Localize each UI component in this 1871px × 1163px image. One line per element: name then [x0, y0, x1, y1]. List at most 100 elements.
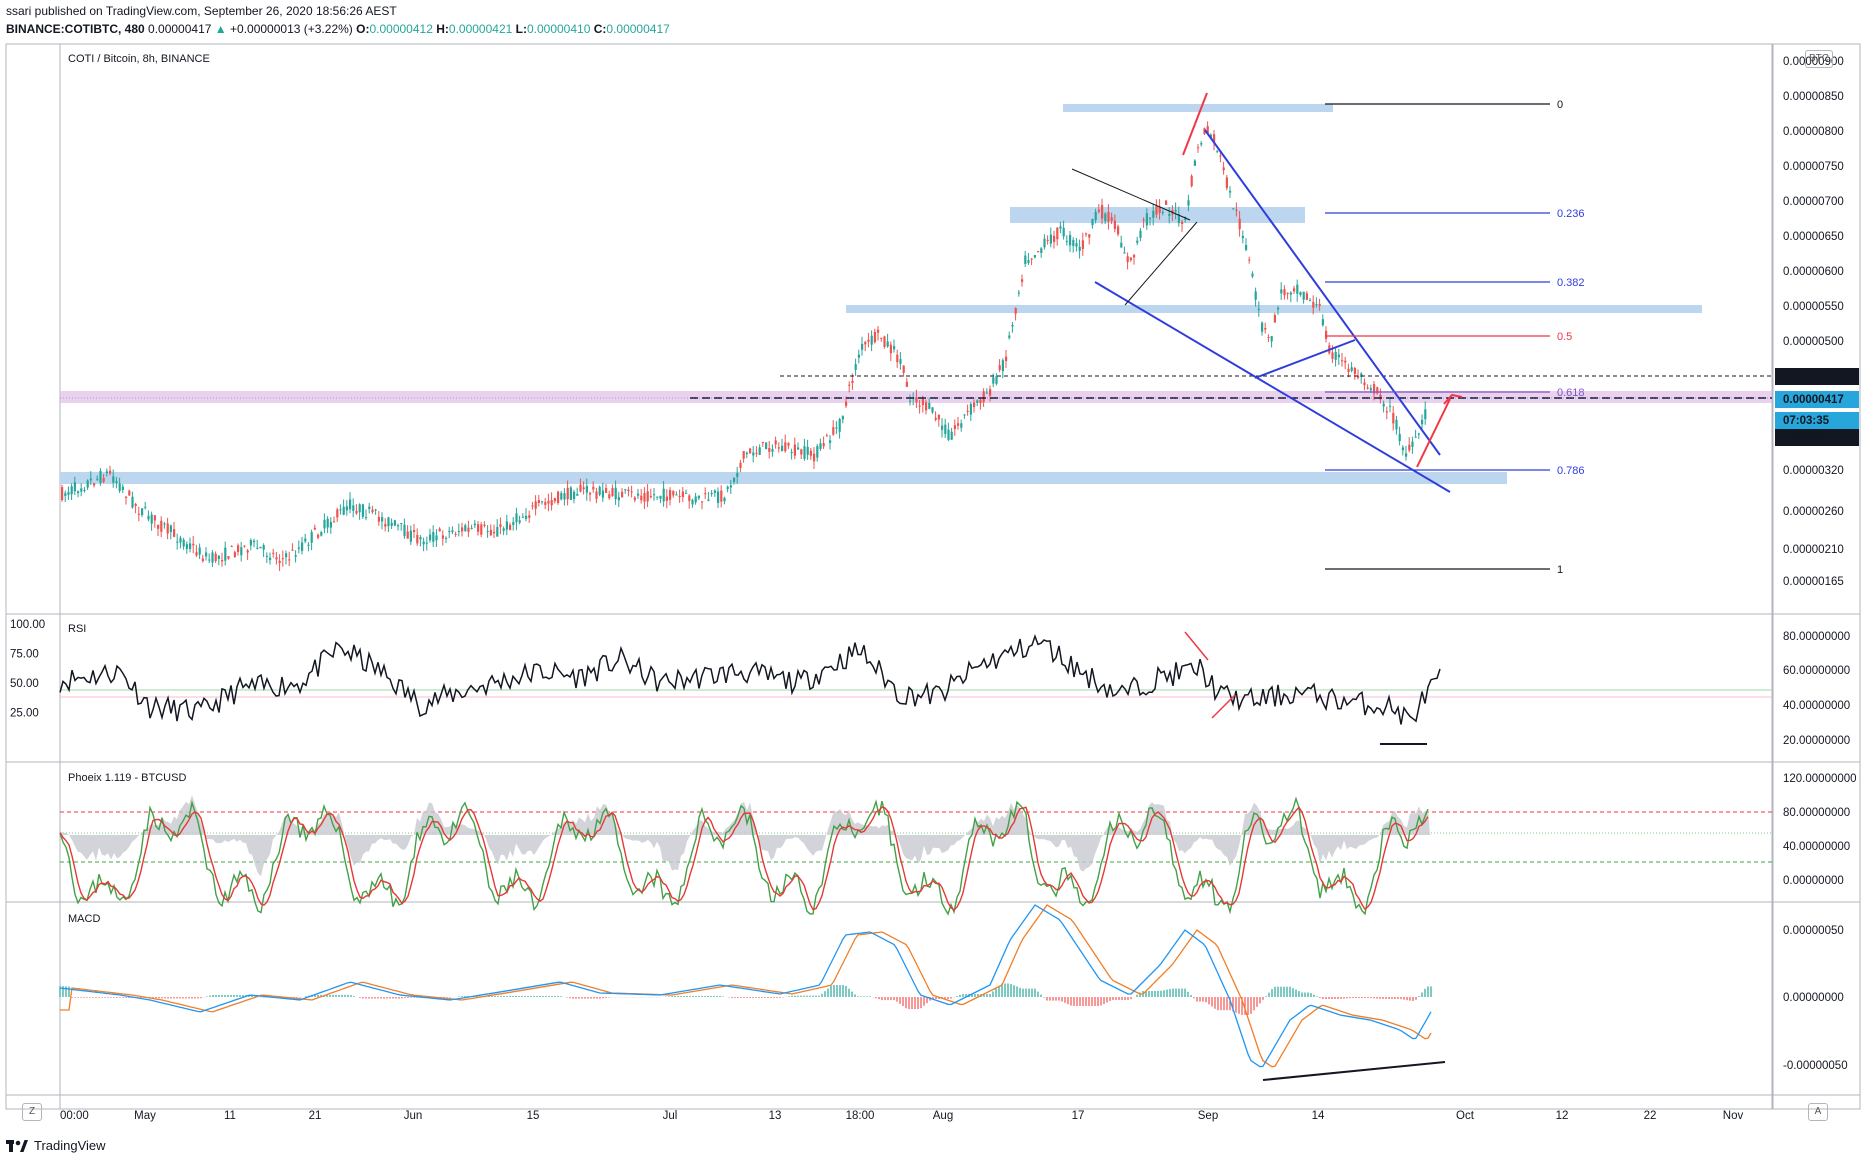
candle-body: [822, 443, 825, 447]
candle-body: [1299, 292, 1302, 296]
candle-body: [1142, 219, 1145, 221]
candle-body: [1283, 289, 1286, 296]
candle-body: [563, 493, 566, 500]
candle-body: [1200, 143, 1203, 145]
candle-body: [419, 537, 422, 540]
candle-body: [352, 505, 355, 511]
candle-body: [1293, 288, 1296, 292]
candle-body: [1312, 301, 1315, 308]
candle-body: [240, 547, 243, 556]
y-tick-label: 0.00000320: [1783, 465, 1844, 477]
candle-body: [947, 429, 950, 440]
candle-body: [387, 517, 390, 527]
candle-body: [1081, 240, 1084, 249]
price-label-line1: 0.00000449: [1783, 371, 1844, 383]
candle-body: [665, 496, 668, 501]
candle-body: [1385, 411, 1388, 413]
candle-body: [605, 488, 608, 493]
candle-body: [195, 552, 198, 556]
candle-body: [621, 491, 624, 498]
red-arrow-up: [1416, 398, 1451, 468]
candle-body: [89, 478, 92, 481]
candle-body: [717, 491, 720, 503]
macd-divergence-line: [1262, 1061, 1446, 1081]
candle-body: [790, 451, 793, 453]
candle-body: [973, 402, 976, 408]
candle-body: [784, 442, 787, 452]
candle-body: [1302, 291, 1305, 300]
candle-body: [1245, 244, 1248, 250]
axis-left-button[interactable]: Z: [22, 1103, 42, 1121]
candle-body: [585, 486, 588, 493]
currency-badge[interactable]: BTC: [1805, 50, 1833, 68]
candle-body: [201, 558, 204, 562]
candle-body: [707, 499, 710, 501]
candle-body: [1398, 433, 1401, 442]
candle-body: [1008, 335, 1011, 338]
candle-body: [432, 531, 435, 542]
candle-body: [646, 491, 649, 502]
candle-body: [678, 496, 681, 498]
candle-body: [1232, 208, 1235, 210]
zone-low: [60, 472, 1507, 484]
candle-body: [1021, 279, 1024, 282]
candle-body: [701, 501, 704, 503]
candle-body: [1085, 233, 1088, 235]
candle-body: [1181, 221, 1184, 225]
fib-label-0.5: 0.5: [1557, 331, 1572, 343]
zone-upper: [1010, 207, 1305, 223]
candle-body: [809, 450, 812, 456]
fib-label-0.236: 0.236: [1557, 208, 1585, 220]
fib-label-0: 0: [1557, 99, 1563, 111]
candle-body: [73, 482, 76, 492]
candle-body: [1158, 206, 1161, 213]
candle-body: [249, 540, 252, 546]
chart-canvas[interactable]: 0 0.236 0.382 0.5 0.618 0.786 1 100.00 75.00 50.…: [0, 0, 1871, 1130]
candle-body: [829, 440, 832, 443]
candle-body: [445, 537, 448, 539]
candle-body: [627, 489, 630, 492]
candle-body: [291, 549, 294, 551]
candle-body: [1277, 307, 1280, 310]
candle-body: [653, 494, 656, 496]
y-tick-label: 0.00000750: [1783, 161, 1844, 173]
candle-body: [237, 545, 240, 552]
candle-body: [1286, 292, 1289, 294]
candle-body: [710, 492, 713, 495]
candle-body: [595, 491, 598, 499]
y-tick-label: 0.00000850: [1783, 91, 1844, 103]
triangle-top: [1071, 168, 1191, 221]
rsi-left-tick: 100.00: [10, 619, 45, 631]
axis-right-button[interactable]: A: [1808, 1103, 1828, 1121]
fib-levels: 0 0.236 0.382 0.5 0.618 0.786 1: [1325, 99, 1585, 576]
candle-body: [1065, 240, 1068, 242]
candle-body: [675, 494, 678, 496]
x-tick-label: May: [134, 1110, 156, 1122]
candle-body: [953, 425, 956, 430]
x-tick-label: 11: [224, 1110, 236, 1122]
candle-body: [1165, 200, 1168, 205]
candle-body: [1145, 213, 1148, 226]
fib-label-1: 1: [1557, 564, 1563, 576]
candle-body: [1209, 134, 1212, 138]
rsi-left-tick: 50.00: [10, 678, 39, 690]
rsi-pane: 100.00 75.00 50.00 25.00 80.00000000 60.00000…: [10, 619, 1850, 747]
rsi-left-tick: 75.00: [10, 649, 39, 661]
candle-body: [547, 500, 550, 504]
candle-body: [166, 523, 169, 534]
candle-body: [598, 486, 601, 495]
candle-body: [371, 509, 374, 513]
candle-body: [1264, 327, 1267, 330]
candle-body: [643, 493, 646, 502]
wedge-lower: [1094, 281, 1451, 493]
candle-body: [269, 557, 272, 561]
candle-body: [80, 488, 83, 492]
candle-body: [793, 444, 796, 456]
candle-body: [614, 487, 617, 500]
symbol: BINANCE:COTIBTC, 480: [6, 22, 145, 36]
phoeix-title: Phoeix 1.119 - BTCUSD: [68, 772, 187, 784]
rsi-left-tick: 25.00: [10, 708, 39, 720]
drawings: [60, 92, 1772, 493]
candle-body: [499, 524, 502, 528]
candle-body: [1363, 382, 1366, 386]
